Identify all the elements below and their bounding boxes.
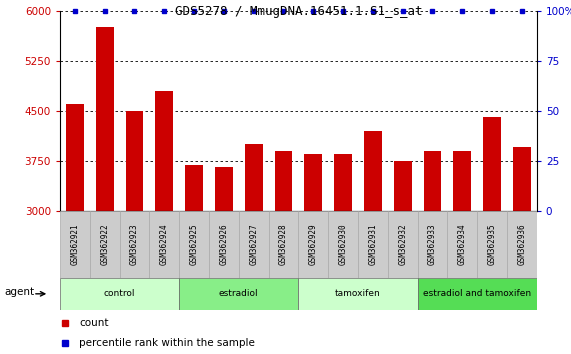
Bar	[328, 211, 358, 278]
Bar	[477, 211, 507, 278]
Bar	[453, 151, 471, 211]
Bar	[358, 211, 388, 278]
Text: GSM362921: GSM362921	[70, 223, 79, 265]
Text: GSM362936: GSM362936	[517, 223, 526, 265]
Text: GSM362935: GSM362935	[488, 223, 497, 265]
Bar	[513, 147, 531, 211]
Bar	[483, 117, 501, 211]
Bar	[245, 144, 263, 211]
Text: GSM362930: GSM362930	[339, 223, 348, 265]
Bar	[507, 211, 537, 278]
Text: estradiol and tamoxifen: estradiol and tamoxifen	[423, 289, 531, 298]
Text: count: count	[79, 318, 108, 329]
Bar	[96, 27, 114, 211]
Text: GSM362928: GSM362928	[279, 223, 288, 265]
Bar	[60, 278, 179, 310]
Text: GSM362929: GSM362929	[309, 223, 317, 265]
Bar	[275, 151, 292, 211]
Text: GSM362932: GSM362932	[398, 223, 407, 265]
Bar	[90, 211, 119, 278]
Text: GSM362926: GSM362926	[219, 223, 228, 265]
Text: GSM362934: GSM362934	[458, 223, 467, 265]
Bar	[179, 211, 209, 278]
Text: percentile rank within the sample: percentile rank within the sample	[79, 338, 255, 348]
Text: agent: agent	[5, 287, 35, 297]
Text: GDS5278 / MmugDNA.16451.1.S1_s_at: GDS5278 / MmugDNA.16451.1.S1_s_at	[175, 5, 422, 18]
Bar	[150, 211, 179, 278]
Bar	[417, 278, 537, 310]
Bar	[334, 154, 352, 211]
Bar	[215, 167, 233, 211]
Bar	[268, 211, 299, 278]
Text: estradiol: estradiol	[219, 289, 259, 298]
Bar	[304, 154, 322, 211]
Bar	[299, 278, 417, 310]
Bar	[364, 131, 382, 211]
Bar	[239, 211, 268, 278]
Bar	[155, 91, 173, 211]
Bar	[66, 104, 84, 211]
Text: GSM362931: GSM362931	[368, 223, 377, 265]
Text: tamoxifen: tamoxifen	[335, 289, 381, 298]
Bar	[388, 211, 417, 278]
Bar	[424, 151, 441, 211]
Bar	[179, 278, 299, 310]
Bar	[185, 165, 203, 211]
Bar	[394, 161, 412, 211]
Bar	[126, 110, 143, 211]
Text: GSM362924: GSM362924	[160, 223, 169, 265]
Bar	[447, 211, 477, 278]
Bar	[119, 211, 150, 278]
Bar	[299, 211, 328, 278]
Text: control: control	[104, 289, 135, 298]
Text: GSM362923: GSM362923	[130, 223, 139, 265]
Text: GSM362925: GSM362925	[190, 223, 199, 265]
Text: GSM362927: GSM362927	[249, 223, 258, 265]
Bar	[417, 211, 447, 278]
Bar	[209, 211, 239, 278]
Text: GSM362933: GSM362933	[428, 223, 437, 265]
Text: GSM362922: GSM362922	[100, 223, 109, 265]
Bar	[60, 211, 90, 278]
